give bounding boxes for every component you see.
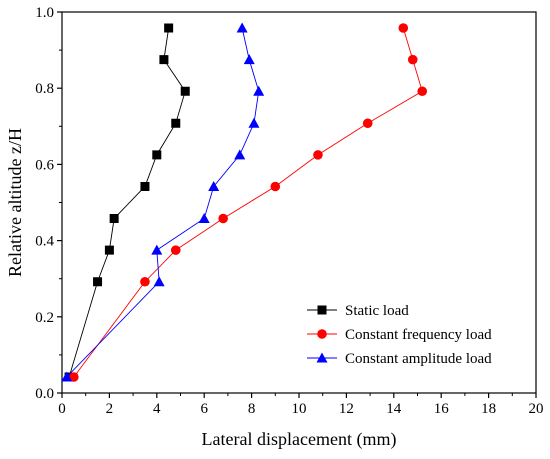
x-axis-title: Lateral displacement (mm): [202, 429, 397, 450]
data-point: [243, 54, 255, 65]
data-point: [234, 149, 246, 160]
x-tick-label: 10: [292, 401, 307, 417]
data-point: [198, 213, 210, 224]
x-tick-label: 6: [200, 401, 208, 417]
y-tick-label: 0.4: [35, 234, 54, 250]
legend-item: Constant amplitude load: [307, 351, 492, 367]
data-point: [61, 371, 73, 382]
axes: 0 2 4 6 8 10 12 14 16 18 20 0.0 0.2 0.4 0.6 0.8 1.0: [35, 5, 543, 417]
x-tick-label: 4: [153, 401, 161, 417]
y-tick-label: 0.0: [35, 386, 54, 402]
legend-label: Constant amplitude load: [345, 351, 492, 367]
data-point: [170, 245, 181, 255]
data-point: [270, 181, 281, 192]
data-point: [151, 244, 163, 255]
x-tick-label: 14: [386, 401, 402, 417]
data-point: [140, 181, 150, 191]
legend-item: Constant frequency load: [307, 327, 492, 343]
x-tick-label: 12: [339, 401, 354, 417]
data-point: [69, 372, 79, 382]
legend-marker: [317, 305, 327, 315]
series-2: [69, 23, 428, 382]
data-point: [398, 23, 409, 33]
series-line: [73, 27, 423, 378]
data-point: [153, 276, 165, 287]
y-tick-label: 0.6: [35, 157, 54, 173]
series-layer: [61, 22, 428, 382]
y-axis-title: Relative altitude z/H: [5, 128, 25, 277]
data-point: [104, 245, 114, 255]
y-tick-label: 0.2: [35, 310, 54, 326]
data-point: [362, 118, 373, 129]
legend-marker: [316, 352, 328, 363]
legend-marker: [317, 329, 327, 339]
data-point: [248, 117, 260, 128]
data-point: [253, 85, 265, 96]
data-point: [93, 277, 103, 287]
data-point: [180, 86, 190, 96]
legend-label: Static load: [345, 303, 409, 319]
data-point: [164, 23, 174, 33]
x-tick-label: 18: [481, 401, 496, 417]
data-point: [109, 214, 119, 224]
data-point: [236, 22, 248, 33]
data-point: [140, 276, 150, 287]
x-tick-label: 2: [106, 401, 114, 417]
data-point: [208, 180, 220, 191]
series-3: [61, 22, 265, 382]
series-line: [66, 27, 260, 378]
series-line: [68, 27, 186, 378]
x-tick-label: 20: [529, 401, 544, 417]
data-point: [152, 150, 162, 160]
y-tick-label: 1.0: [35, 5, 54, 21]
y-tick-label: 0.8: [35, 81, 54, 97]
series-1: [64, 23, 190, 382]
data-point: [313, 150, 323, 160]
data-point: [159, 55, 169, 65]
data-point: [171, 118, 181, 128]
data-point: [218, 213, 228, 224]
legend: Static load Constant frequency load Consta…: [307, 303, 492, 367]
x-tick-label: 0: [58, 401, 66, 417]
x-tick-label: 16: [434, 401, 450, 417]
x-tick-label: 8: [248, 401, 256, 417]
legend-item: Static load: [307, 303, 409, 319]
legend-label: Constant frequency load: [345, 327, 492, 343]
data-point: [407, 54, 418, 65]
data-point: [417, 86, 428, 97]
